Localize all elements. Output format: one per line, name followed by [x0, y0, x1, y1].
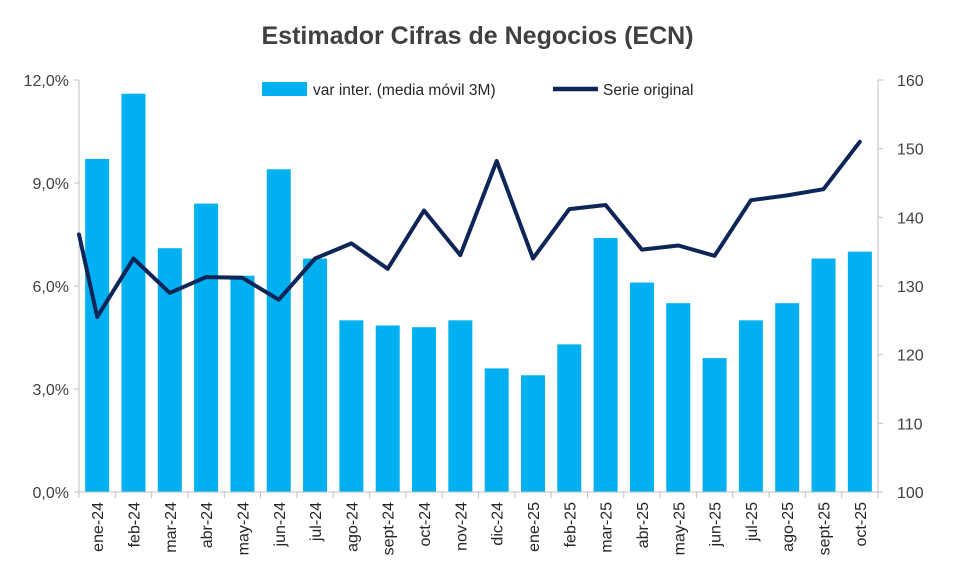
bar-oct-24 — [412, 327, 437, 492]
bar-mar-25 — [593, 237, 618, 492]
bar-may-25 — [666, 303, 691, 492]
x-tick-label: jul-24 — [308, 502, 325, 542]
right-tick-label: 100 — [897, 485, 924, 502]
legend-swatch-bar — [262, 82, 307, 96]
legend-label-line: Serie original — [603, 82, 693, 99]
x-tick-label: dic-24 — [490, 502, 507, 546]
right-tick-label: 140 — [897, 210, 924, 227]
bar-abr-24 — [194, 203, 219, 492]
bar-abr-25 — [629, 282, 654, 492]
x-tick-label: ene-25 — [526, 502, 543, 552]
x-axis: ene-24 feb-24 mar-24 abr-24 may-24 jun-24 jul-… — [78, 491, 879, 555]
bar-feb-24 — [121, 93, 146, 492]
bar-may-24 — [230, 275, 255, 492]
right-tick-label: 120 — [897, 348, 924, 365]
bar-sept-25 — [811, 258, 836, 492]
x-tick-label: sept-25 — [817, 502, 834, 555]
bar-ago-25 — [775, 303, 800, 492]
x-tick-label: nov-24 — [453, 502, 470, 551]
legend-label-bar: var inter. (media móvil 3M) — [313, 82, 496, 99]
left-tick-label: 12,0% — [24, 73, 69, 90]
line-series — [77, 139, 862, 319]
bar-feb-25 — [557, 344, 582, 492]
x-tick-label: abr-25 — [635, 502, 652, 548]
x-tick-label: mar-25 — [599, 502, 616, 553]
bar-dic-24 — [484, 368, 509, 492]
bar-sept-24 — [375, 325, 400, 492]
right-tick-label: 150 — [897, 142, 924, 159]
bar-oct-25 — [847, 251, 872, 492]
x-tick-label: sept-24 — [381, 502, 398, 555]
x-tick-label: ago-24 — [344, 502, 361, 552]
x-tick-label: jun-25 — [708, 502, 725, 548]
bar-ene-25 — [520, 375, 545, 492]
x-tick-label: feb-24 — [126, 502, 143, 547]
bar-jul-24 — [303, 258, 328, 492]
right-tick-label: 160 — [897, 73, 924, 90]
x-tick-label: oct-24 — [417, 502, 434, 547]
right-tick-label: 130 — [897, 279, 924, 296]
x-tick-label: jun-24 — [272, 502, 289, 548]
chart-title: Estimador Cifras de Negocios (ECN) — [261, 22, 694, 50]
bar-jun-25 — [702, 358, 727, 492]
x-tick-label: oct-25 — [853, 502, 870, 547]
x-tick-label: feb-25 — [562, 502, 579, 547]
right-tick-label: 110 — [897, 416, 923, 433]
x-tick-label: mar-24 — [163, 502, 180, 553]
left-tick-label: 0,0% — [33, 485, 69, 502]
legend: var inter. (media móvil 3M) Serie origin… — [262, 82, 693, 99]
bar-jul-25 — [738, 320, 763, 492]
bar-series — [85, 93, 872, 492]
x-tick-label: ene-24 — [90, 502, 107, 552]
x-tick-label: ago-25 — [780, 502, 797, 552]
left-tick-label: 6,0% — [33, 279, 69, 296]
x-tick-label: may-25 — [671, 502, 688, 555]
x-tick-label: jul-25 — [744, 502, 761, 542]
bar-ene-24 — [85, 158, 110, 492]
bar-ago-24 — [339, 320, 364, 492]
x-tick-label: may-24 — [235, 502, 252, 555]
left-axis: 0,0% 3,0% 6,0% 9,0% 12,0% — [24, 73, 80, 502]
right-axis: 100 110 120 130 140 150 160 — [877, 73, 924, 502]
x-tick-label: abr-24 — [199, 502, 216, 548]
bar-nov-24 — [448, 320, 473, 492]
serie-original-line — [77, 139, 862, 319]
left-tick-label: 9,0% — [33, 176, 69, 193]
bar-jun-24 — [266, 169, 291, 492]
left-tick-label: 3,0% — [33, 382, 69, 399]
